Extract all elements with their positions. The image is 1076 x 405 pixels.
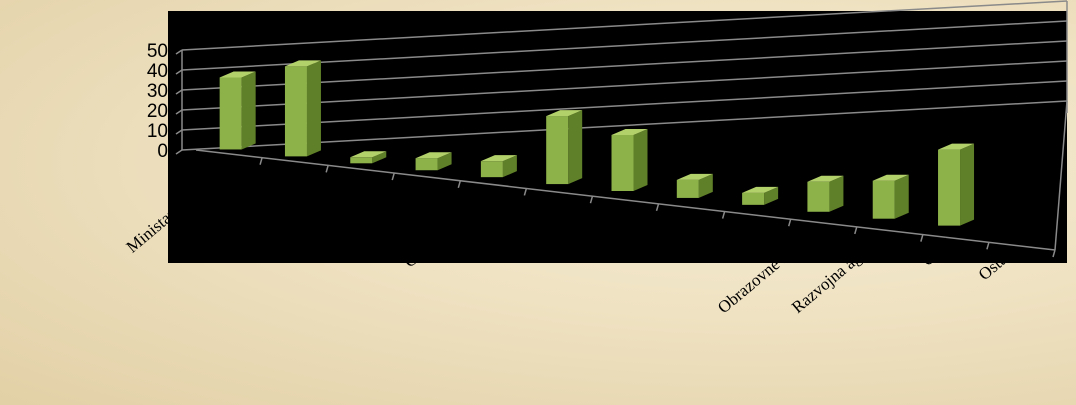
floor-front-edge xyxy=(195,149,1056,251)
gridline xyxy=(181,80,1068,131)
bar xyxy=(807,175,844,212)
x-tick xyxy=(589,195,594,204)
gridline xyxy=(181,40,1068,91)
bar xyxy=(415,152,452,171)
y-tick-label: 10 xyxy=(147,121,168,142)
x-tick xyxy=(655,203,660,212)
bar-front xyxy=(807,181,830,212)
y-tick-label: 20 xyxy=(147,101,168,122)
bar-front xyxy=(676,179,699,198)
bar-top xyxy=(219,71,256,78)
bar xyxy=(350,151,387,164)
bar-front xyxy=(611,135,634,191)
bar xyxy=(611,129,648,191)
x-tick xyxy=(391,172,395,181)
bar xyxy=(284,60,321,157)
floor-right-edge xyxy=(1054,100,1068,251)
bar-front xyxy=(546,116,569,185)
bar xyxy=(742,186,779,205)
bar-top xyxy=(350,151,387,158)
bar-side xyxy=(568,110,583,185)
bar-side xyxy=(502,155,517,178)
bar-front xyxy=(219,77,242,150)
bar-top xyxy=(480,155,517,162)
bar-top xyxy=(546,110,583,117)
bar-side xyxy=(894,174,909,219)
bar-top xyxy=(284,60,321,67)
x-tick xyxy=(721,211,726,219)
bar-top xyxy=(415,152,452,159)
bar-side xyxy=(306,60,321,157)
bar xyxy=(676,173,713,198)
bar-side xyxy=(241,71,256,150)
left-wall-line xyxy=(175,69,183,75)
x-tick xyxy=(986,242,990,250)
gridlines xyxy=(175,0,1068,251)
gridline xyxy=(181,60,1068,111)
x-tick xyxy=(920,234,924,242)
bar xyxy=(480,155,517,178)
bar-top xyxy=(938,143,975,150)
bar-front xyxy=(872,180,895,219)
bar-top xyxy=(611,129,648,135)
x-tick xyxy=(523,188,528,196)
x-tick xyxy=(854,226,858,235)
bar-side xyxy=(698,173,713,198)
bar xyxy=(219,71,256,150)
y-tick-label: 30 xyxy=(147,81,168,102)
bar-side xyxy=(372,151,387,164)
x-tick xyxy=(1052,249,1056,258)
x-tick xyxy=(325,165,329,173)
bar-front xyxy=(350,157,373,164)
x-tick xyxy=(457,180,462,188)
bar xyxy=(938,143,975,226)
bar xyxy=(546,110,583,185)
x-tick xyxy=(787,219,792,227)
y-tick-label: 40 xyxy=(147,61,168,82)
left-wall-line xyxy=(175,149,183,155)
bar-front xyxy=(938,149,961,226)
y-tick-label: 50 xyxy=(147,41,168,62)
bar-front xyxy=(284,66,307,157)
left-wall-line xyxy=(175,109,183,115)
gridline xyxy=(181,20,1068,71)
bar-front xyxy=(742,192,765,205)
bar-front xyxy=(415,158,438,171)
left-wall-line xyxy=(175,49,183,55)
y-tick-label: 0 xyxy=(157,141,168,162)
x-tick xyxy=(259,157,263,165)
bar-top xyxy=(676,173,713,180)
bar-side xyxy=(829,175,844,212)
bar-top xyxy=(807,175,844,182)
left-wall-line xyxy=(175,89,183,95)
bar-front xyxy=(480,161,503,178)
bar-top xyxy=(872,174,909,181)
bar xyxy=(872,174,909,219)
bar-side xyxy=(960,143,975,226)
left-wall-line xyxy=(175,129,183,135)
bar-side xyxy=(633,129,648,191)
bar-top xyxy=(742,186,779,193)
gridline xyxy=(181,0,1068,51)
bar-series xyxy=(219,60,975,226)
gridline xyxy=(181,100,1068,151)
